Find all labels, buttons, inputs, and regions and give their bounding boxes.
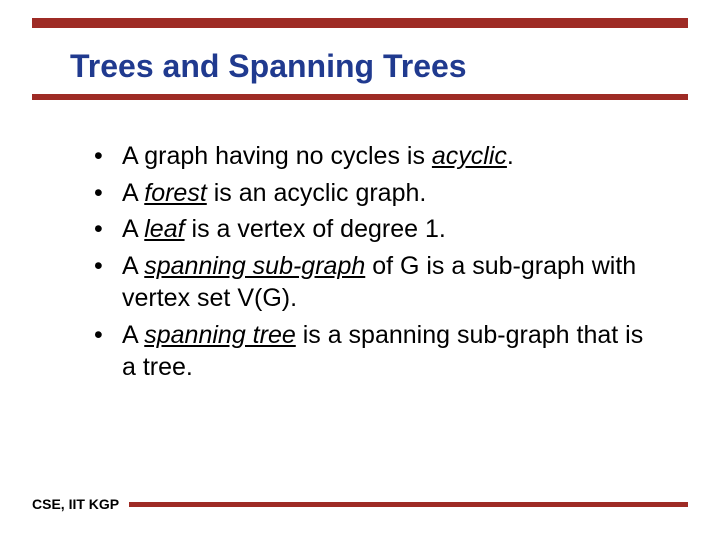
bullet-item: •A forest is an acyclic graph. <box>94 177 660 210</box>
bullet-text: A spanning tree is a spanning sub-graph … <box>122 319 660 384</box>
title-underline-bar <box>32 94 688 100</box>
bullet-marker: • <box>94 140 122 173</box>
bullet-text: A spanning sub-graph of G is a sub-graph… <box>122 250 660 315</box>
bullet-text: A graph having no cycles is acyclic. <box>122 140 660 173</box>
bullet-marker: • <box>94 250 122 283</box>
bullet-item: •A leaf is a vertex of degree 1. <box>94 213 660 246</box>
bullet-item: •A graph having no cycles is acyclic. <box>94 140 660 173</box>
footer: CSE, IIT KGP <box>32 496 688 512</box>
footer-label: CSE, IIT KGP <box>32 496 129 512</box>
bullet-text: A leaf is a vertex of degree 1. <box>122 213 660 246</box>
bullet-marker: • <box>94 177 122 210</box>
bullet-item: •A spanning tree is a spanning sub-graph… <box>94 319 660 384</box>
footer-accent-bar <box>129 502 688 507</box>
bullet-marker: • <box>94 213 122 246</box>
slide-title: Trees and Spanning Trees <box>70 48 467 85</box>
bullet-marker: • <box>94 319 122 352</box>
top-accent-bar <box>32 18 688 28</box>
bullet-text: A forest is an acyclic graph. <box>122 177 660 210</box>
bullet-list: •A graph having no cycles is acyclic.•A … <box>94 140 660 388</box>
bullet-item: •A spanning sub-graph of G is a sub-grap… <box>94 250 660 315</box>
